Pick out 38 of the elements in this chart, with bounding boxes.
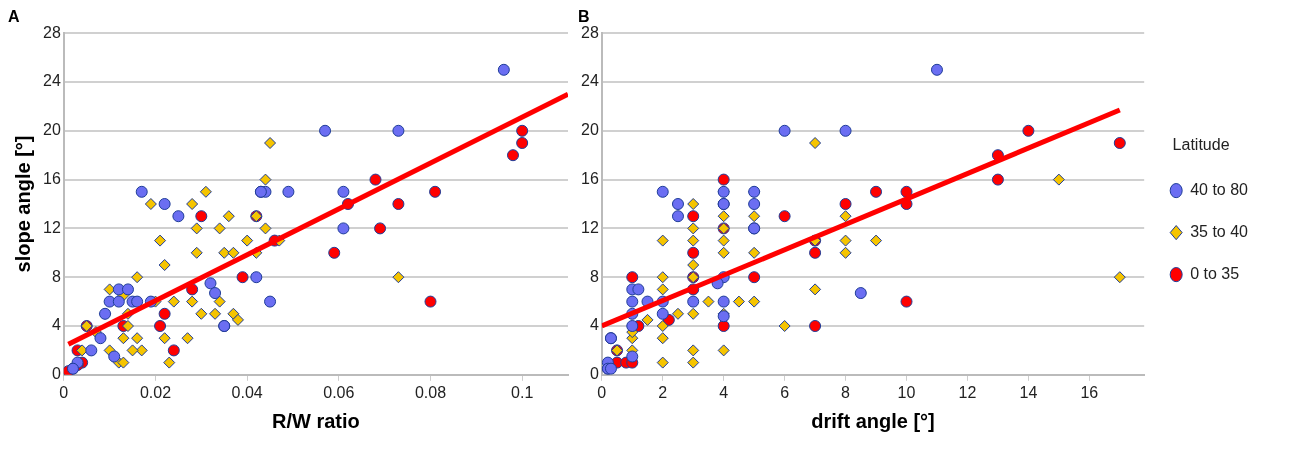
x-tick-label: 4 xyxy=(719,383,729,401)
x-axis-title: R/W ratio xyxy=(272,409,360,432)
legend-title: Latitude xyxy=(1172,135,1230,153)
legend-label: 40 to 80 xyxy=(1190,181,1249,199)
x-tick-label: 0.02 xyxy=(139,383,172,401)
x-tick-label: 0.1 xyxy=(511,383,534,401)
y-tick-label: 20 xyxy=(43,121,61,139)
legend-label: 0 to 35 xyxy=(1190,265,1240,283)
x-tick-label: 6 xyxy=(780,383,790,401)
x-tick-label: 0.04 xyxy=(231,383,263,401)
y-tick-label: 24 xyxy=(581,72,599,90)
chart-title: A xyxy=(8,8,20,26)
y-axis-title: slope angle [°] xyxy=(11,135,34,273)
y-tick-label: 4 xyxy=(589,316,599,334)
chart-title: B xyxy=(578,8,590,26)
y-tick-label: 28 xyxy=(43,23,61,41)
y-tick-label: 12 xyxy=(43,218,61,236)
x-axis-title: drift angle [°] xyxy=(811,409,935,432)
x-tick-label: 14 xyxy=(1019,383,1038,401)
x-tick-label: 0.08 xyxy=(414,383,447,401)
y-tick-label: 24 xyxy=(43,72,61,90)
y-tick-label: 28 xyxy=(581,23,599,41)
y-tick-label: 12 xyxy=(581,218,599,236)
y-tick-label: 8 xyxy=(51,267,61,285)
y-tick-label: 16 xyxy=(43,170,61,188)
x-tick-label: 2 xyxy=(658,383,668,401)
y-tick-label: 20 xyxy=(581,121,599,139)
y-tick-label: 0 xyxy=(589,365,599,383)
y-tick-label: 8 xyxy=(589,267,599,285)
x-tick-label: 0.06 xyxy=(323,383,355,401)
y-tick-label: 4 xyxy=(51,316,61,334)
y-tick-label: 0 xyxy=(51,365,61,383)
y-tick-label: 16 xyxy=(581,170,599,188)
x-tick-label: 12 xyxy=(958,383,977,401)
legend-label: 35 to 40 xyxy=(1190,223,1249,241)
x-tick-label: 16 xyxy=(1080,383,1099,401)
x-tick-label: 10 xyxy=(897,383,916,401)
x-tick-label: 8 xyxy=(841,383,851,401)
